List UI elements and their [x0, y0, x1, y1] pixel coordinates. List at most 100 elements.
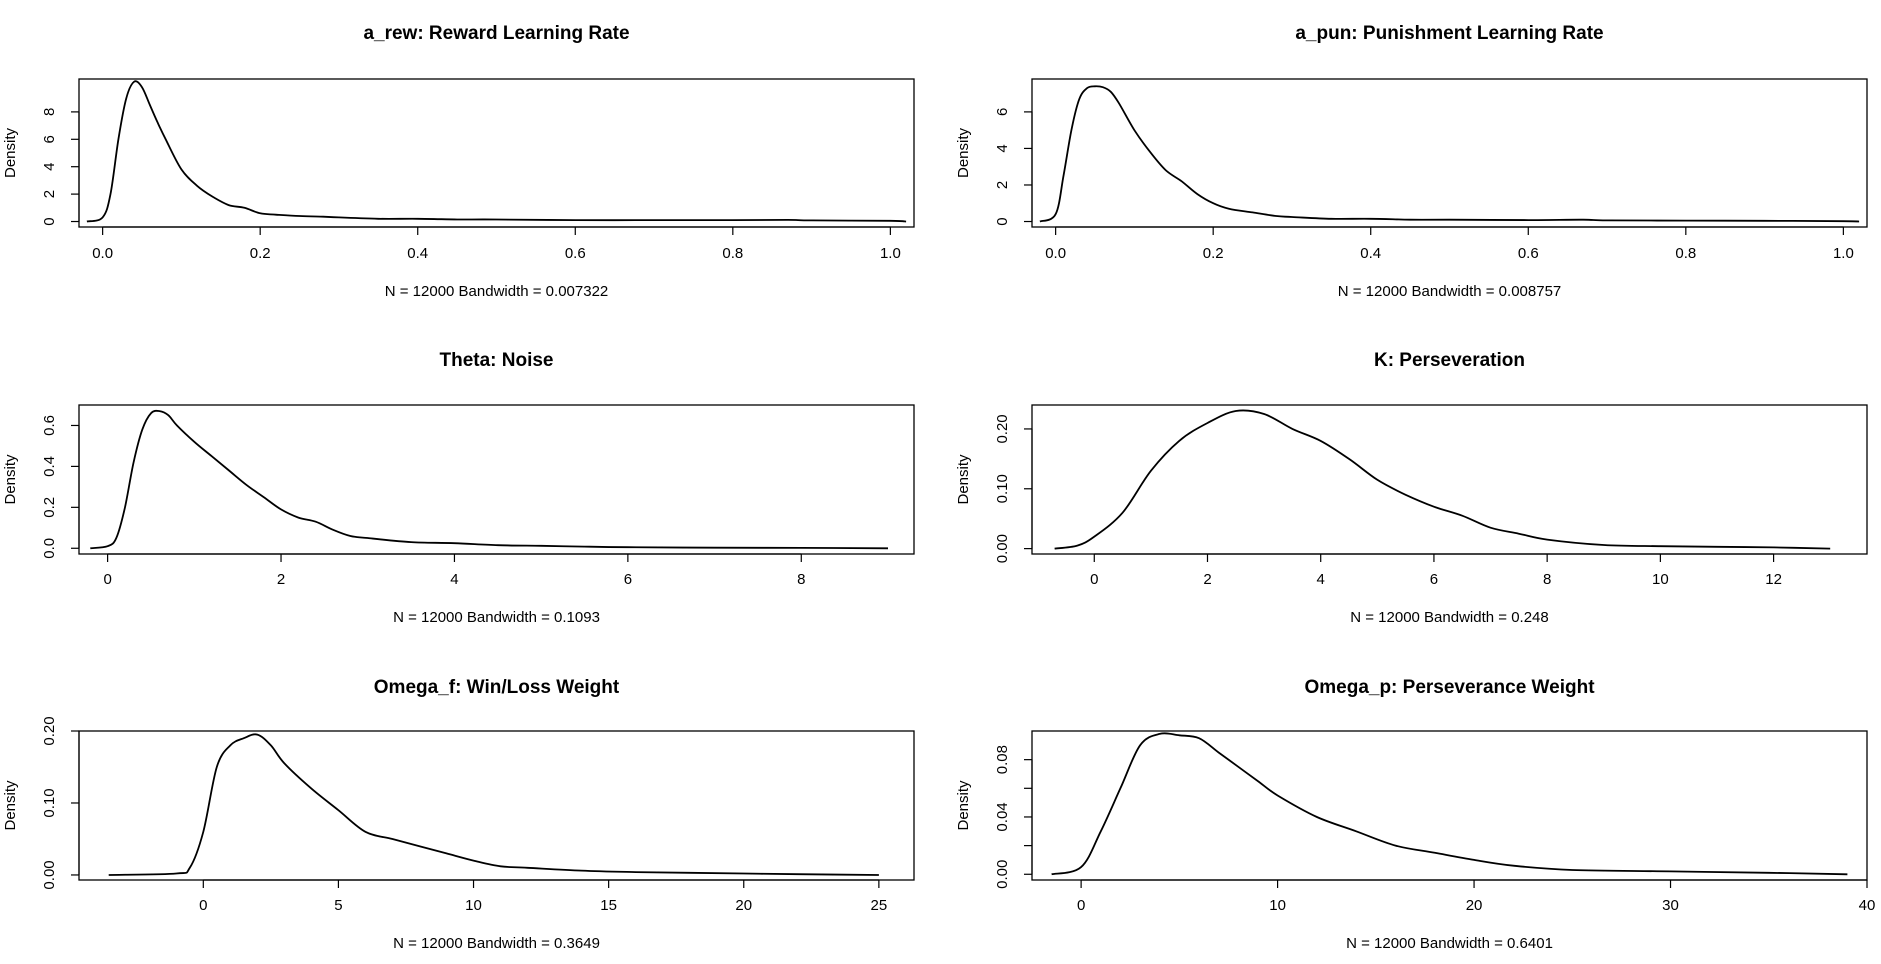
y-tick-label: 0.10 [41, 788, 58, 817]
x-axis: 0 5 10 15 20 25 [199, 879, 888, 914]
x-tick-label: 1.0 [1833, 245, 1854, 262]
y-axis-label: Density [2, 780, 19, 831]
x-tick-label: 20 [1466, 897, 1483, 914]
x-tick-label: 4 [450, 571, 458, 588]
x-tick-label: 0.6 [1518, 245, 1539, 262]
x-tick-label: 0.4 [407, 245, 428, 262]
x-tick-label: 10 [1652, 571, 1669, 588]
x-tick-label: 0.8 [722, 245, 743, 262]
x-tick-label: 20 [735, 897, 752, 914]
panel-title: K: Perseveration [1374, 350, 1525, 371]
y-axis-label: Density [2, 454, 19, 505]
panel-title: a_pun: Punishment Learning Rate [1295, 23, 1603, 44]
density-curve [90, 409, 889, 550]
y-tick-label: 0.08 [994, 745, 1011, 774]
y-axis-label: Density [955, 127, 972, 178]
panel-title: a_rew: Reward Learning Rate [363, 23, 629, 44]
y-tick-label: 2 [41, 190, 58, 198]
y-axis-label: Density [2, 127, 19, 178]
density-curve [1051, 732, 1848, 876]
x-axis-label: N = 12000 Bandwidth = 0.1093 [393, 609, 600, 626]
x-axis: 0 2 4 6 8 10 12 [1090, 553, 1782, 588]
x-tick-label: 15 [600, 897, 617, 914]
y-tick-label: 0.00 [41, 860, 58, 889]
y-axis: 0.0 0.2 0.4 0.6 [41, 415, 80, 559]
y-tick-label: 0.4 [41, 456, 58, 477]
x-tick-label: 2 [277, 571, 285, 588]
x-tick-label: 0.6 [565, 245, 586, 262]
plot-frame [78, 78, 915, 228]
y-axis-label: Density [955, 454, 972, 505]
x-axis: 0 10 20 30 40 [1077, 879, 1876, 914]
y-tick-label: 0.00 [994, 860, 1011, 889]
plot-frame [1031, 404, 1868, 555]
x-tick-label: 0.8 [1675, 245, 1696, 262]
x-tick-label: 0 [103, 571, 111, 588]
x-tick-label: 6 [624, 571, 632, 588]
x-axis-label: N = 12000 Bandwidth = 0.3649 [393, 935, 600, 952]
y-tick-label: 6 [994, 108, 1011, 116]
x-tick-label: 0 [1090, 571, 1098, 588]
density-panel-4: K: Perseveration 0 2 4 6 8 10 12 0.00 0.10 0.20 Den… [955, 350, 1868, 626]
plot-frame [78, 730, 915, 881]
y-tick-label: 0 [41, 217, 58, 225]
y-axis: 0 2 4 6 [994, 108, 1033, 226]
x-axis-label: N = 12000 Bandwidth = 0.007322 [385, 283, 609, 300]
x-axis: 0 2 4 6 8 [103, 553, 805, 588]
panel-title: Omega_p: Perseverance Weight [1304, 677, 1595, 698]
y-tick-label: 4 [994, 144, 1011, 152]
x-axis: 0.0 0.2 0.4 0.6 0.8 1.0 [1045, 226, 1854, 262]
x-axis-label: N = 12000 Bandwidth = 0.008757 [1338, 283, 1562, 300]
x-tick-label: 5 [334, 897, 342, 914]
y-tick-label: 0.20 [994, 414, 1011, 443]
y-tick-label: 0.2 [41, 497, 58, 518]
y-tick-label: 2 [994, 181, 1011, 189]
density-panel-3: Theta: Noise 0 2 4 6 8 0.0 0.2 0.4 0.6 Density N = … [2, 350, 915, 626]
y-tick-label: 8 [41, 108, 58, 116]
y-axis: 0.00 0.04 0.08 [994, 745, 1033, 889]
x-tick-label: 10 [465, 897, 482, 914]
y-tick-label: 0.10 [994, 474, 1011, 503]
x-tick-label: 0 [1077, 897, 1085, 914]
panel-title: Omega_f: Win/Loss Weight [374, 677, 620, 698]
x-tick-label: 4 [1317, 571, 1325, 588]
density-curve [1039, 85, 1860, 223]
y-axis: 0.00 0.10 0.20 [41, 716, 80, 890]
y-tick-label: 0.6 [41, 415, 58, 436]
plot-frame [1031, 78, 1868, 228]
y-axis: 0 2 4 6 8 [41, 108, 80, 226]
density-curve [86, 80, 907, 223]
density-panel-6: Omega_p: Perseverance Weight 0 10 20 30 40 0.0… [955, 677, 1875, 952]
y-tick-label: 0.00 [994, 534, 1011, 563]
x-tick-label: 0.2 [1203, 245, 1224, 262]
y-axis-label: Density [955, 780, 972, 831]
plot-frame [78, 404, 915, 555]
x-axis-label: N = 12000 Bandwidth = 0.248 [1350, 609, 1549, 626]
y-tick-label: 0 [994, 217, 1011, 225]
x-tick-label: 0.0 [1045, 245, 1066, 262]
x-tick-label: 0 [199, 897, 207, 914]
x-tick-label: 30 [1662, 897, 1679, 914]
x-tick-label: 2 [1203, 571, 1211, 588]
x-tick-label: 25 [871, 897, 888, 914]
x-tick-label: 6 [1430, 571, 1438, 588]
density-curve [108, 733, 879, 876]
density-panel-2: a_pun: Punishment Learning Rate 0.0 0.2 0.4… [955, 23, 1868, 300]
y-tick-label: 0.04 [994, 802, 1011, 831]
x-tick-label: 12 [1765, 571, 1782, 588]
panel-title: Theta: Noise [439, 350, 553, 371]
x-tick-label: 10 [1269, 897, 1286, 914]
y-axis: 0.00 0.10 0.20 [994, 414, 1033, 563]
plot-frame [1031, 730, 1868, 881]
x-tick-label: 0.4 [1360, 245, 1381, 262]
x-tick-label: 8 [1543, 571, 1551, 588]
x-axis-label: N = 12000 Bandwidth = 0.6401 [1346, 935, 1553, 952]
x-tick-label: 8 [797, 571, 805, 588]
y-tick-label: 6 [41, 135, 58, 143]
y-tick-label: 0.20 [41, 716, 58, 745]
x-tick-label: 40 [1859, 897, 1876, 914]
y-tick-label: 4 [41, 163, 58, 171]
